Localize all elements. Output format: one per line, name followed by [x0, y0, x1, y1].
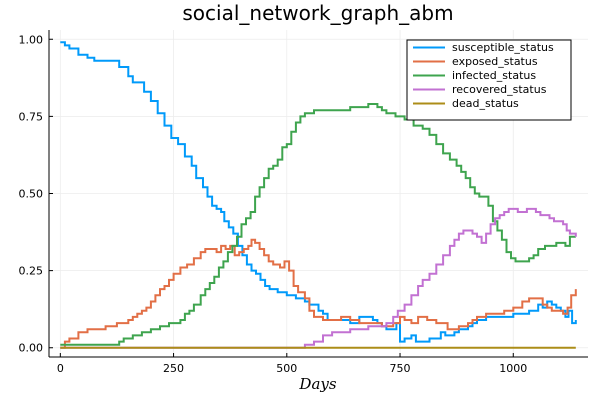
legend-entry-label: recovered_status	[452, 83, 547, 96]
axes	[48, 30, 588, 358]
series-lines	[60, 41, 577, 349]
legend-entry-label: infected_status	[452, 69, 536, 82]
susceptible-status-line	[60, 41, 577, 343]
legend-entry-label: susceptible_status	[452, 41, 554, 54]
legend: susceptible_statusexposed_statusinfected…	[406, 39, 572, 121]
y-tick-label: 0.00	[19, 342, 44, 355]
infected-status-line	[60, 103, 576, 346]
x-tick-label: 0	[57, 362, 64, 375]
x-tick-label: 500	[276, 362, 297, 375]
x-axis-label: Days	[298, 375, 336, 393]
tick-labels: 0 250 500 750 1000 0.00 0.25 0.50 0.75 1.00	[19, 33, 528, 375]
recovered-status-line	[60, 207, 577, 349]
x-tick-label: 1000	[499, 362, 527, 375]
chart-title: social_network_graph_abm	[182, 1, 453, 25]
y-tick-label: 1.00	[19, 33, 44, 46]
exposed-status-line	[60, 238, 577, 349]
legend-entry-label: exposed_status	[452, 55, 538, 68]
y-tick-label: 0.50	[19, 188, 44, 201]
legend-box	[406, 39, 572, 121]
legend-entry-label: dead_status	[452, 97, 519, 110]
x-tick-label: 750	[390, 362, 411, 375]
y-tick-label: 0.25	[19, 265, 44, 278]
x-tick-label: 250	[163, 362, 184, 375]
y-tick-label: 0.75	[19, 110, 44, 123]
